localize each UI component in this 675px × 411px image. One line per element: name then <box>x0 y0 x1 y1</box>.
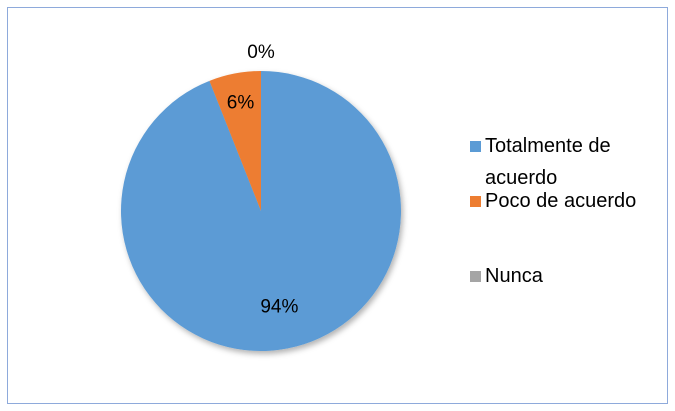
legend-item: Nunca <box>470 260 660 292</box>
legend-item: Poco de acuerdo <box>470 185 660 217</box>
pie-slice <box>209 71 261 211</box>
legend-label: Totalmente de acuerdo <box>485 135 611 189</box>
legend-swatch <box>470 196 481 207</box>
data-labels: 94% 6% 0% <box>227 42 299 317</box>
data-label: 0% <box>247 42 275 63</box>
legend-item: Totalmente de acuerdo <box>470 130 660 194</box>
legend-label: Nunca <box>485 265 543 287</box>
pie <box>121 71 401 351</box>
legend-swatch <box>470 271 481 282</box>
data-label: 6% <box>227 93 255 114</box>
legend-label: Poco de acuerdo <box>485 190 637 212</box>
legend-swatch <box>470 141 481 152</box>
data-label: 94% <box>260 296 298 317</box>
